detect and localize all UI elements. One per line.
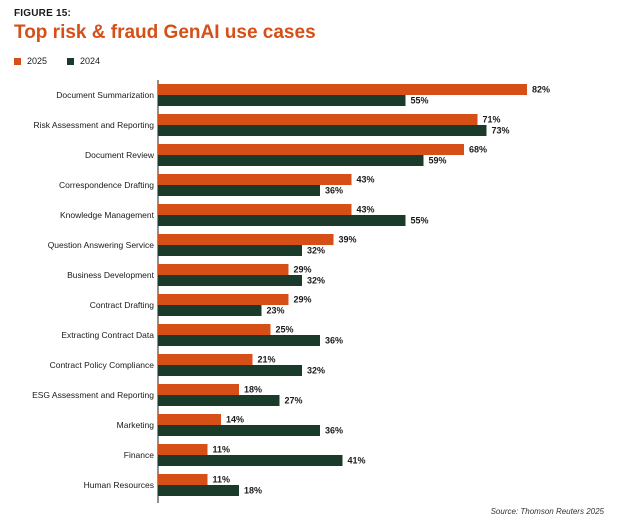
bar-2025	[158, 444, 208, 455]
bar-2024	[158, 125, 487, 136]
category-label: Contract Policy Compliance	[50, 360, 155, 370]
bar-2024	[158, 395, 280, 406]
data-label-2024: 59%	[429, 156, 447, 166]
bar-2024	[158, 365, 302, 376]
category-label: Business Development	[67, 270, 155, 280]
bar-2025	[158, 234, 334, 245]
data-label-2025: 82%	[532, 85, 550, 95]
bar-2024	[158, 425, 320, 436]
bar-2025	[158, 354, 253, 365]
data-label-2025: 25%	[276, 325, 294, 335]
source-note: Source: Thomson Reuters 2025	[490, 507, 604, 516]
data-label-2025: 68%	[469, 145, 487, 155]
category-label: Contract Drafting	[90, 300, 155, 310]
legend-label-2025: 2025	[27, 56, 48, 66]
bar-2025	[158, 474, 208, 485]
category-label: Extracting Contract Data	[61, 330, 154, 340]
data-label-2025: 11%	[213, 445, 231, 455]
legend-label-2024: 2024	[80, 56, 101, 66]
bar-2024	[158, 185, 320, 196]
data-label-2025: 29%	[294, 265, 312, 275]
bar-2025	[158, 324, 271, 335]
bar-2025	[158, 144, 464, 155]
category-label: Knowledge Management	[60, 210, 155, 220]
data-label-2024: 23%	[267, 306, 285, 316]
data-label-2024: 32%	[307, 246, 325, 256]
data-label-2025: 21%	[258, 355, 276, 365]
legend-swatch-2024	[67, 57, 75, 65]
data-label-2024: 55%	[411, 96, 429, 106]
data-label-2024: 36%	[325, 186, 343, 196]
data-label-2024: 32%	[307, 366, 325, 376]
category-label: Question Answering Service	[48, 240, 155, 250]
data-label-2024: 18%	[244, 486, 262, 496]
bar-2024	[158, 95, 406, 106]
bar-2024	[158, 455, 343, 466]
category-label: Correspondence Drafting	[59, 180, 154, 190]
data-label-2024: 73%	[492, 126, 510, 136]
data-label-2025: 39%	[339, 235, 357, 245]
bar-2025	[158, 414, 221, 425]
data-label-2025: 71%	[483, 115, 501, 125]
bar-2025	[158, 114, 478, 125]
legend-swatch-2025	[14, 57, 21, 65]
data-label-2024: 36%	[325, 426, 343, 436]
data-label-2025: 11%	[213, 475, 231, 485]
legend: 2025 2024	[14, 56, 120, 66]
legend-item-2024: 2024	[67, 56, 100, 66]
data-label-2025: 43%	[357, 175, 375, 185]
category-label: ESG Assessment and Reporting	[32, 390, 154, 400]
data-label-2024: 55%	[411, 216, 429, 226]
data-label-2025: 43%	[357, 205, 375, 215]
figure-label: FIGURE 15:	[14, 8, 72, 19]
bar-2024	[158, 485, 239, 496]
data-label-2025: 29%	[294, 295, 312, 305]
category-label: Document Review	[85, 150, 155, 160]
bar-2024	[158, 275, 302, 286]
bar-2024	[158, 335, 320, 346]
bar-2025	[158, 294, 289, 305]
bar-2024	[158, 245, 302, 256]
bar-2025	[158, 174, 352, 185]
data-label-2024: 32%	[307, 276, 325, 286]
bar-2024	[158, 305, 262, 316]
chart-title: Top risk & fraud GenAI use cases	[14, 22, 316, 43]
bar-2024	[158, 215, 406, 226]
legend-item-2025: 2025	[14, 56, 47, 66]
category-label: Human Resources	[84, 480, 154, 490]
bar-2025	[158, 204, 352, 215]
bar-2025	[158, 264, 289, 275]
category-label: Risk Assessment and Reporting	[34, 120, 155, 130]
category-label: Document Summarization	[56, 90, 154, 100]
bar-2025	[158, 84, 527, 95]
category-label: Finance	[124, 450, 155, 460]
data-label-2024: 36%	[325, 336, 343, 346]
bar-2024	[158, 155, 424, 166]
data-label-2025: 18%	[244, 385, 262, 395]
category-label: Marketing	[117, 420, 155, 430]
data-label-2024: 41%	[348, 456, 366, 466]
data-label-2025: 14%	[226, 415, 244, 425]
data-label-2024: 27%	[285, 396, 303, 406]
bar-2025	[158, 384, 239, 395]
